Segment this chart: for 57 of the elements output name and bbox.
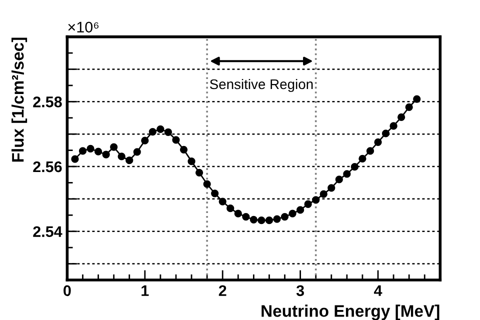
point <box>320 190 328 198</box>
point <box>250 216 258 224</box>
point <box>242 212 250 221</box>
point <box>71 155 79 163</box>
point <box>350 163 359 171</box>
point <box>118 152 126 160</box>
point <box>413 95 421 103</box>
point <box>94 148 102 156</box>
x-tick-label: 0 <box>64 285 71 296</box>
point <box>374 138 382 146</box>
point <box>265 216 274 224</box>
point <box>335 176 343 184</box>
x-tick-label: 3 <box>296 285 304 296</box>
x-tick-label: 1 <box>142 285 149 296</box>
point <box>296 206 304 214</box>
point <box>188 158 196 166</box>
point <box>218 198 226 206</box>
point <box>133 148 141 156</box>
point <box>280 212 289 221</box>
point <box>390 122 398 130</box>
annotation: Sensitive Region <box>210 78 313 92</box>
y-tick-label: 2.54 <box>33 226 62 238</box>
point <box>273 215 281 223</box>
y-axis-title: Flux [1/cm²/sec] <box>12 38 28 162</box>
point <box>102 150 110 158</box>
x-tick-label: 2 <box>218 285 226 296</box>
point <box>258 216 266 224</box>
point <box>397 113 406 122</box>
point <box>148 128 156 136</box>
point <box>78 147 87 155</box>
point <box>156 125 164 134</box>
point <box>312 196 320 204</box>
text: ×10⁶ <box>68 22 98 33</box>
point <box>343 170 351 178</box>
y-tick-label: 2.58 <box>33 96 62 108</box>
point <box>172 136 180 144</box>
point <box>358 154 366 163</box>
point <box>288 210 296 218</box>
point <box>382 130 390 138</box>
point <box>110 143 118 151</box>
point <box>180 146 188 154</box>
point <box>195 168 204 176</box>
point <box>86 144 94 152</box>
point <box>328 184 336 192</box>
point <box>226 204 234 212</box>
point <box>304 200 312 208</box>
point <box>366 147 374 155</box>
x-tick-label: 4 <box>374 285 382 296</box>
point <box>405 103 413 111</box>
point <box>126 156 134 164</box>
y-tick-label: 2.56 <box>33 161 62 172</box>
point <box>211 190 219 198</box>
point <box>164 128 172 136</box>
point <box>234 210 242 218</box>
x-axis-title: Neutrino Energy [MeV] <box>262 304 440 320</box>
point <box>203 180 211 188</box>
point <box>141 136 149 144</box>
